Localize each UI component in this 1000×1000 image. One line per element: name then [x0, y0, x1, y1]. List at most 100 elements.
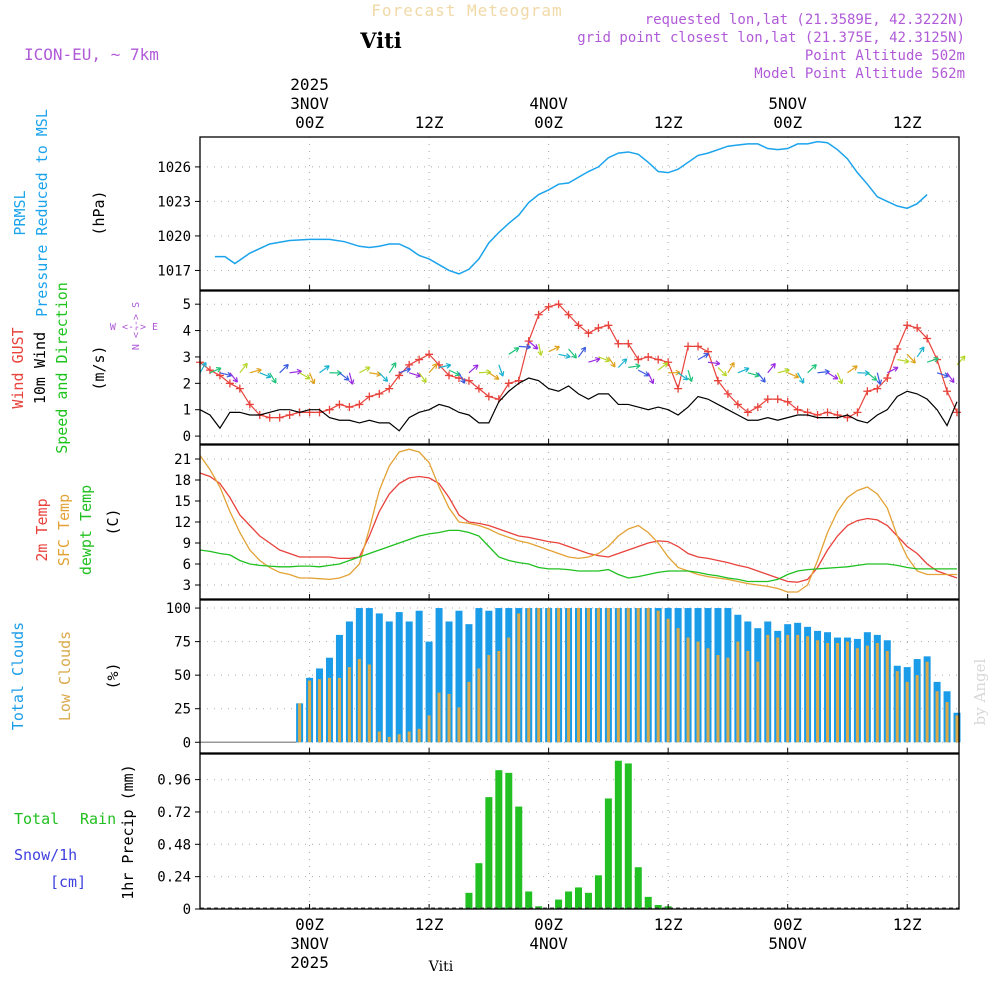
time-label-bottom: 2025 — [290, 953, 329, 972]
pressure-label-a: PRMSL — [11, 190, 29, 235]
gust-point — [325, 405, 334, 414]
rain-bar — [584, 892, 592, 909]
gust-point — [464, 376, 473, 385]
gust-point — [504, 379, 513, 388]
panel-frame — [199, 444, 960, 600]
wind-direction-arrow — [219, 371, 232, 378]
gust-point — [753, 403, 762, 412]
wind-direction-arrow — [199, 361, 207, 374]
low-cloud-bar — [935, 691, 939, 743]
rain-bar — [515, 806, 523, 909]
gust-point — [763, 395, 772, 404]
low-cloud-bar — [557, 608, 561, 743]
wind-direction-arrow — [488, 372, 500, 380]
gust-point — [345, 403, 354, 412]
low-cloud-bar — [527, 608, 531, 743]
footer-location: Viti — [428, 959, 454, 975]
low-cloud-bar — [706, 648, 710, 743]
y-tick-label: 3 — [183, 578, 191, 594]
time-label-top: 12Z — [415, 113, 444, 132]
gust-point — [215, 371, 224, 380]
wind-direction-arrow — [866, 372, 878, 381]
wind-direction-arrow — [478, 369, 492, 376]
wind-direction-arrow — [269, 372, 277, 384]
low-cloud-bar — [626, 608, 630, 743]
gust-point — [684, 342, 693, 351]
total-cloud-bar — [455, 610, 463, 743]
dew-label: dewpt Temp — [77, 485, 95, 575]
rain-bar — [505, 772, 513, 909]
low-cloud-bar — [477, 668, 481, 743]
low-cloud-bar — [367, 664, 371, 743]
low-cloud-bar — [666, 618, 670, 743]
cloud-unit: (%) — [104, 662, 122, 689]
time-label-bottom: 3NOV — [290, 934, 329, 953]
gust-point — [265, 413, 274, 422]
low-cloud-bar — [537, 608, 541, 743]
low-cloud-bar — [507, 637, 511, 743]
wind-direction-arrow — [289, 368, 302, 375]
rain-bar — [654, 904, 662, 909]
pressure-label-group: PRMSL Pressure Reduced to MSL (hPa) — [11, 109, 108, 317]
time-label-bottom: 12Z — [654, 915, 683, 934]
y-tick-label: 2 — [183, 376, 191, 392]
wind10-line — [199, 377, 958, 432]
wind-unit: (m/s) — [90, 345, 108, 390]
wind-direction-arrow — [239, 362, 248, 374]
wind-direction-arrow — [956, 355, 966, 366]
wind-direction-arrow — [598, 356, 611, 363]
gust-point — [883, 374, 892, 383]
wind-direction-arrow — [299, 372, 311, 380]
total-cloud-label: Total Clouds — [9, 622, 27, 730]
y-tick-label: 21 — [174, 452, 191, 468]
wind-direction-arrow — [558, 353, 571, 359]
gust-point — [584, 329, 593, 338]
gust-point — [355, 400, 364, 409]
wind-direction-arrow — [548, 345, 560, 353]
low-cloud-bar — [567, 608, 571, 743]
low-cloud-bar — [806, 636, 810, 743]
grid-point-coords: grid point closest lon,lat (21.375E, 42.… — [577, 30, 965, 46]
gust-point — [544, 302, 553, 311]
wind-direction-arrow — [946, 372, 955, 384]
low-cloud-bar — [726, 657, 730, 743]
low-cloud-bar — [457, 707, 461, 743]
low-cloud-bar — [875, 642, 879, 743]
rain-bar — [614, 760, 622, 909]
wind-direction-arrow — [279, 363, 289, 374]
y-tick-label: 18 — [174, 473, 191, 489]
low-cloud-bar — [895, 671, 899, 743]
low-cloud-bar — [816, 640, 820, 743]
time-label-top: 4NOV — [529, 94, 568, 113]
rain-label-a: Total — [14, 810, 59, 828]
low-cloud-bar — [437, 692, 441, 743]
wind-direction-arrow — [607, 356, 616, 368]
y-tick-label: 15 — [174, 494, 191, 510]
gust-point — [534, 310, 543, 319]
gust-point — [863, 387, 872, 396]
wind-direction-arrow — [757, 372, 766, 383]
low-cloud-bar — [696, 641, 700, 743]
low-cloud-bar — [656, 610, 660, 743]
time-label-top: 3NOV — [290, 94, 329, 113]
temp-label-group: 2m Temp SFC Temp dewpt Temp (C) — [33, 485, 122, 575]
precip-unit: 1hr Precip (mm) — [119, 764, 137, 899]
wind-direction-arrow — [508, 347, 520, 355]
model-label: ICON-EU, ~ 7km — [24, 45, 159, 64]
total-cloud-bar — [395, 612, 403, 743]
y-tick-label: 5 — [183, 297, 191, 313]
gust-point — [903, 321, 912, 330]
wind-direction-arrow — [408, 372, 422, 378]
wind-direction-arrow — [378, 372, 389, 382]
clouds-panel: 0 25 50 75 100 — [166, 599, 961, 754]
time-label-top: 00Z — [295, 113, 324, 132]
gust-point — [873, 384, 882, 393]
rain-bar — [495, 770, 503, 909]
wind-direction-arrow — [578, 346, 587, 358]
sfc-temp-line — [199, 448, 958, 593]
wind-direction-arrow — [388, 362, 397, 374]
gust-point — [594, 323, 603, 332]
low-cloud-bar — [885, 651, 889, 743]
wind-direction-arrow — [399, 367, 411, 374]
